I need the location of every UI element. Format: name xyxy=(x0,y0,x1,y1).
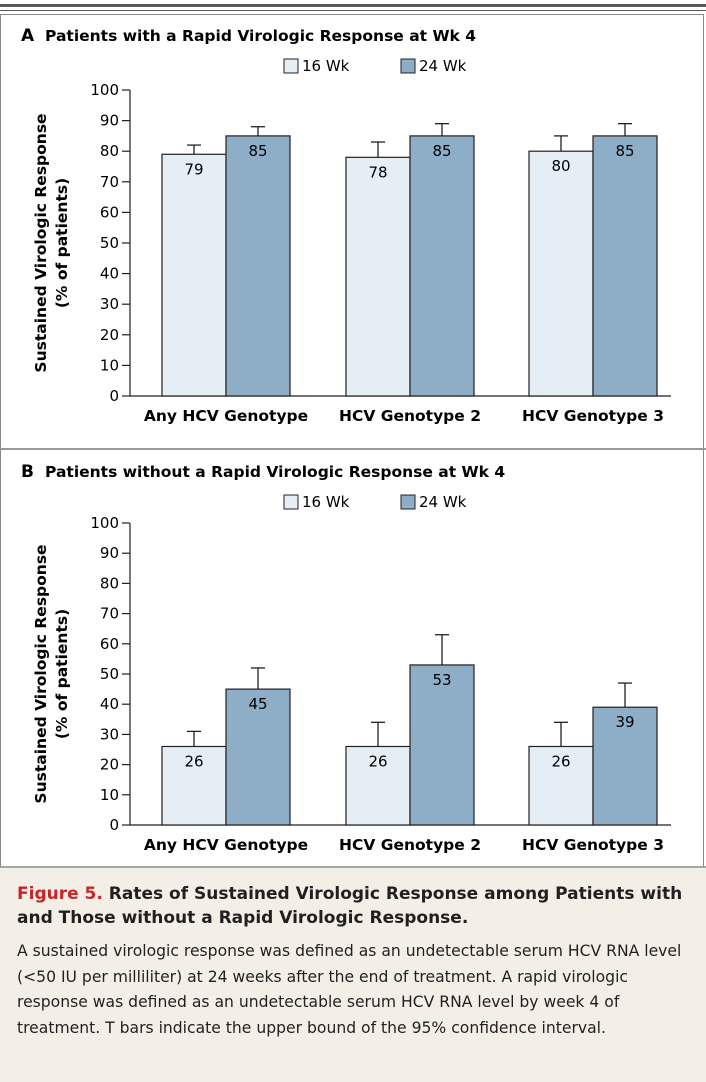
y-tick-label: 60 xyxy=(100,203,119,221)
caption-title: Rates of Sustained Virologic Response am… xyxy=(17,884,683,928)
top-rule xyxy=(0,4,706,7)
y-tick-label: 0 xyxy=(109,387,119,405)
caption-heading: Figure 5. Rates of Sustained Virologic R… xyxy=(17,882,690,930)
y-tick-label: 30 xyxy=(100,295,119,313)
legend-24wk-swatch xyxy=(400,494,416,510)
y-axis-label: Sustained Virologic Response xyxy=(32,544,50,803)
bar-16wk xyxy=(161,153,227,397)
category-label: HCV Genotype 3 xyxy=(522,836,664,854)
y-tick-label: 60 xyxy=(100,635,119,653)
panel-letter: A xyxy=(21,26,35,46)
legend-24wk-swatch xyxy=(400,58,416,74)
bar-24wk xyxy=(225,135,291,397)
bar-value-label: 26 xyxy=(551,752,570,770)
y-tick-label: 70 xyxy=(100,173,119,191)
panel-title: Patients without a Rapid Virologic Respo… xyxy=(45,463,505,481)
y-tick-label: 40 xyxy=(100,265,119,283)
bar-value-label: 80 xyxy=(551,157,570,175)
y-tick-label: 90 xyxy=(100,112,119,130)
panel-a-chart: A Patients with a Rapid Virologic Respons… xyxy=(21,26,671,425)
panel-letter: B xyxy=(21,462,34,482)
bar-value-label: 53 xyxy=(432,671,451,689)
bar-value-label: 45 xyxy=(248,695,267,713)
legend-16wk-label: 16 Wk xyxy=(302,493,350,511)
bar-24wk xyxy=(409,135,475,397)
legend-16wk-swatch xyxy=(283,494,299,510)
y-tick-label: 20 xyxy=(100,326,119,344)
y-tick-label: 80 xyxy=(100,142,119,160)
bar-16wk xyxy=(528,745,594,826)
bar-value-label: 39 xyxy=(615,713,634,731)
bar-24wk xyxy=(225,688,291,826)
legend-16wk-swatch xyxy=(283,58,299,74)
category-label: Any HCV Genotype xyxy=(144,836,308,854)
y-tick-label: 40 xyxy=(100,695,119,713)
top-rule-thin xyxy=(0,10,706,11)
y-tick-label: 10 xyxy=(100,356,119,374)
category-label: HCV Genotype 3 xyxy=(522,407,664,425)
y-tick-label: 20 xyxy=(100,756,119,774)
caption-text: A sustained virologic response was defin… xyxy=(17,942,682,1037)
y-tick-label: 100 xyxy=(90,81,119,99)
y-tick-label: 50 xyxy=(100,665,119,683)
y-tick-label: 100 xyxy=(90,514,119,532)
figure-caption: Figure 5. Rates of Sustained Virologic R… xyxy=(0,866,706,1082)
panel-title: Patients with a Rapid Virologic Response… xyxy=(45,27,476,45)
figure-number: Figure 5. xyxy=(17,884,103,904)
y-tick-label: 10 xyxy=(100,786,119,804)
y-tick-label: 0 xyxy=(109,816,119,834)
bar-16wk xyxy=(345,156,411,397)
category-label: Any HCV Genotype xyxy=(144,407,308,425)
panel-divider xyxy=(0,448,706,450)
bar-16wk xyxy=(528,150,594,397)
bar-value-label: 26 xyxy=(368,752,387,770)
bar-value-label: 79 xyxy=(184,160,203,178)
y-tick-label: 80 xyxy=(100,574,119,592)
legend-24wk-label: 24 Wk xyxy=(419,493,467,511)
bar-value-label: 85 xyxy=(615,142,634,160)
y-axis-label: Sustained Virologic Response xyxy=(32,113,50,372)
category-label: HCV Genotype 2 xyxy=(339,836,481,854)
category-label: HCV Genotype 2 xyxy=(339,407,481,425)
bar-value-label: 85 xyxy=(432,142,451,160)
y-axis-label-unit: (% of patients) xyxy=(53,609,71,739)
bar-value-label: 85 xyxy=(248,142,267,160)
bar-value-label: 78 xyxy=(368,163,387,181)
bar-24wk xyxy=(592,135,658,397)
bar-24wk xyxy=(592,706,658,826)
y-tick-label: 90 xyxy=(100,544,119,562)
y-tick-label: 30 xyxy=(100,725,119,743)
y-tick-label: 50 xyxy=(100,234,119,252)
bar-16wk xyxy=(161,745,227,826)
bar-16wk xyxy=(345,745,411,826)
y-axis-label-unit: (% of patients) xyxy=(53,178,71,308)
panel-b-chart: B Patients without a Rapid Virologic Resp… xyxy=(21,462,671,854)
y-tick-label: 70 xyxy=(100,605,119,623)
bar-value-label: 26 xyxy=(184,752,203,770)
bar-24wk xyxy=(409,664,475,826)
legend-24wk-label: 24 Wk xyxy=(419,57,467,75)
legend-16wk-label: 16 Wk xyxy=(302,57,350,75)
